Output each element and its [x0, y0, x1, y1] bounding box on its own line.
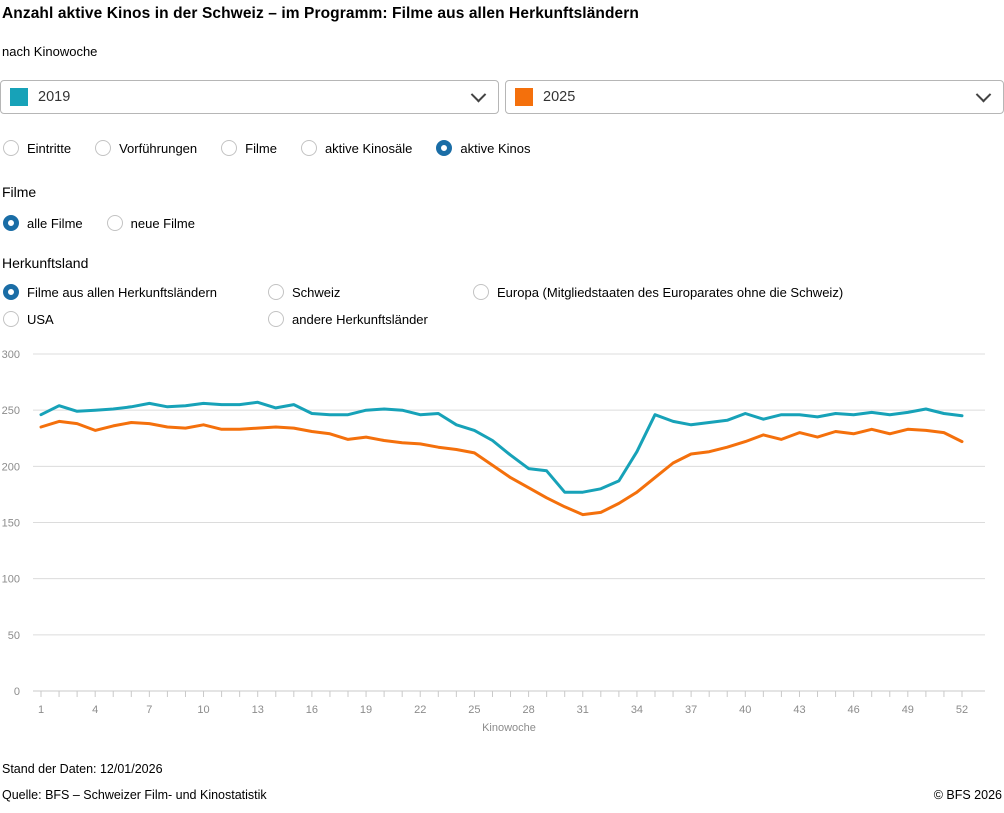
x-axis-tick-label: 25: [468, 704, 480, 716]
x-axis-title: Kinowoche: [482, 722, 536, 734]
year-dropdown-left[interactable]: 2019: [0, 80, 499, 114]
line-chart: 0 50 100 150 200 250 300 1 4 7 10 13 16 19 22 25 28 31 34 3…: [2, 349, 985, 734]
series-line-2025: [39, 419, 964, 517]
radio-option-aktive-kinos[interactable]: aktive Kinos: [436, 140, 530, 156]
radio-option-label: neue Filme: [130, 215, 195, 231]
year-selector-row: 2019 2025: [0, 80, 1004, 114]
x-axis-tick-label: 52: [956, 704, 968, 716]
radio-unselected-icon[interactable]: [268, 311, 284, 327]
chevron-down-icon: [470, 86, 487, 102]
radio-option-schweiz[interactable]: Schweiz: [268, 284, 449, 300]
radio-option-label: alle Filme: [27, 215, 83, 231]
radio-unselected-icon[interactable]: [300, 140, 317, 156]
radio-option-label: Vorführungen: [119, 140, 198, 156]
y-axis-tick-label: 0: [14, 686, 20, 698]
radio-option-europa-mitgliedstaaten-des-europarates-ohne-die-schweiz[interactable]: Europa (Mitgliedstaaten des Europarates …: [473, 284, 843, 300]
radio-option-usa[interactable]: USA: [3, 311, 244, 327]
y-axis-tick-label: 200: [2, 461, 20, 473]
x-axis-tick-label: 7: [146, 704, 152, 716]
radio-option-filme-aus-allen-herkunftsl-ndern[interactable]: Filme aus allen Herkunftsländern: [3, 284, 244, 300]
x-axis-tick-label: 16: [306, 704, 318, 716]
footer-row: Quelle: BFS – Schweizer Film- und Kinost…: [2, 788, 1002, 802]
year-dropdown-right-value: 2025: [543, 89, 576, 105]
x-axis-tick-label: 46: [848, 704, 860, 716]
radio-option-neue-filme[interactable]: neue Filme: [106, 215, 195, 231]
x-axis-tick-label: 4: [92, 704, 98, 716]
radio-option-filme[interactable]: Filme: [221, 140, 277, 156]
radio-option-label: aktive Kinos: [460, 140, 531, 156]
radio-unselected-icon[interactable]: [221, 140, 238, 156]
radio-unselected-icon[interactable]: [268, 284, 284, 300]
radio-option-eintritte[interactable]: Eintritte: [3, 140, 71, 156]
radio-option-alle-filme[interactable]: alle Filme: [3, 215, 83, 231]
radio-option-andere-herkunftsl-nder[interactable]: andere Herkunftsländer: [268, 311, 449, 327]
filme-radio-group: alle Filme neue Filme: [3, 215, 219, 231]
radio-unselected-icon[interactable]: [106, 215, 123, 231]
metric-radio-group: Eintritte Vorführungen Filme aktive Kinosäl…: [3, 140, 554, 156]
radio-unselected-icon[interactable]: [473, 284, 489, 300]
radio-option-label: Europa (Mitgliedstaaten des Europarates …: [497, 284, 844, 300]
year-dropdown-right[interactable]: 2025: [505, 80, 1004, 114]
y-axis-tick-label: 50: [8, 630, 20, 642]
radio-option-vorf-hrungen[interactable]: Vorführungen: [95, 140, 197, 156]
source-text: Quelle: BFS – Schweizer Film- und Kinost…: [2, 788, 267, 802]
copyright-text: © BFS 2026: [933, 788, 1002, 802]
x-axis-tick-label: 34: [631, 704, 643, 716]
x-axis-tick-label: 13: [252, 704, 264, 716]
x-axis-tick-label: 31: [577, 704, 589, 716]
x-axis-tick-label: 49: [902, 704, 914, 716]
radio-option-label: aktive Kinosäle: [324, 140, 413, 156]
x-axis-tick-label: 40: [739, 704, 751, 716]
page-title: Anzahl aktive Kinos in der Schweiz – im …: [2, 5, 639, 22]
x-axis-tick-label: 28: [522, 704, 534, 716]
radio-selected-icon[interactable]: [3, 215, 19, 231]
herkunftsland-radio-group: Filme aus allen Herkunftsländern Schweiz E…: [3, 284, 867, 327]
radio-option-label: Filme: [245, 140, 277, 156]
series-line-2019: [39, 400, 964, 494]
chevron-down-icon: [975, 86, 992, 102]
radio-option-label: Schweiz: [292, 284, 341, 300]
radio-unselected-icon[interactable]: [3, 140, 19, 156]
radio-option-label: Filme aus allen Herkunftsländern: [27, 284, 218, 300]
radio-option-label: USA: [27, 311, 54, 327]
series-color-swatch-2019: [10, 88, 28, 106]
radio-option-label: andere Herkunftsländer: [292, 311, 428, 327]
radio-unselected-icon[interactable]: [95, 140, 112, 156]
y-axis-tick-label: 100: [2, 574, 20, 586]
year-dropdown-left-value: 2019: [38, 89, 71, 105]
page-subtitle: nach Kinowoche: [2, 44, 98, 59]
radio-unselected-icon[interactable]: [3, 311, 19, 327]
radio-option-aktive-kinos-le[interactable]: aktive Kinosäle: [300, 140, 413, 156]
x-axis-tick-label: 43: [793, 704, 805, 716]
filme-section-heading: Filme: [2, 184, 37, 200]
y-axis-tick-label: 150: [2, 518, 20, 530]
x-axis-tick-label: 37: [685, 704, 697, 716]
data-status-text: Stand der Daten: 12/01/2026: [2, 762, 163, 776]
x-axis-tick-label: 1: [38, 704, 44, 716]
y-axis-tick-label: 250: [2, 405, 20, 417]
radio-selected-icon[interactable]: [3, 284, 19, 300]
radio-option-label: Eintritte: [27, 140, 72, 156]
y-axis-tick-label: 300: [2, 349, 20, 361]
herkunftsland-section-heading: Herkunftsland: [2, 255, 89, 271]
series-color-swatch-2025: [515, 88, 533, 106]
x-axis-tick-label: 19: [360, 704, 372, 716]
x-axis-tick-label: 22: [414, 704, 426, 716]
radio-selected-icon[interactable]: [436, 140, 453, 156]
x-axis-tick-label: 10: [197, 704, 209, 716]
